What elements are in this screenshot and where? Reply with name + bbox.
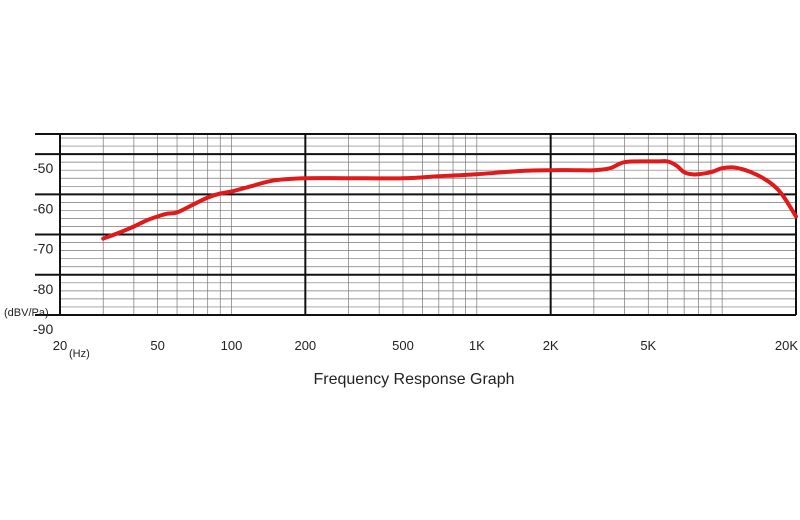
x-tick-label: 20K [775, 338, 798, 353]
y-tick-label: -50 [33, 160, 53, 176]
x-axis-unit-label: (Hz) [69, 348, 90, 360]
x-tick-label: 500 [392, 338, 414, 353]
y-axis-unit-label: (dBV/Pa) [4, 307, 49, 319]
y-tick-label: -60 [33, 200, 53, 216]
minor-gridlines [60, 134, 796, 315]
y-tick-label: -80 [33, 281, 53, 297]
x-tick-label: 200 [294, 338, 316, 353]
x-tick-label: 20 [53, 338, 67, 353]
y-tick-label: -90 [33, 321, 53, 337]
y-tick-label: -70 [33, 241, 53, 257]
x-tick-label: 5K [640, 338, 656, 353]
major-gridlines [35, 133, 797, 316]
x-axis-ticks: 20 50 100 200 500 1K 2K 5K 20K [53, 338, 799, 353]
x-tick-label: 2K [543, 338, 559, 353]
x-tick-label: 50 [150, 338, 164, 353]
x-tick-label: 100 [221, 338, 243, 353]
series-group [101, 159, 798, 241]
x-tick-label: 1K [469, 338, 485, 353]
chart-title: Frequency Response Graph [314, 371, 515, 388]
y-axis-ticks: -50 -60 -70 -80 -90 [33, 160, 53, 337]
response-curve-line [101, 159, 798, 241]
